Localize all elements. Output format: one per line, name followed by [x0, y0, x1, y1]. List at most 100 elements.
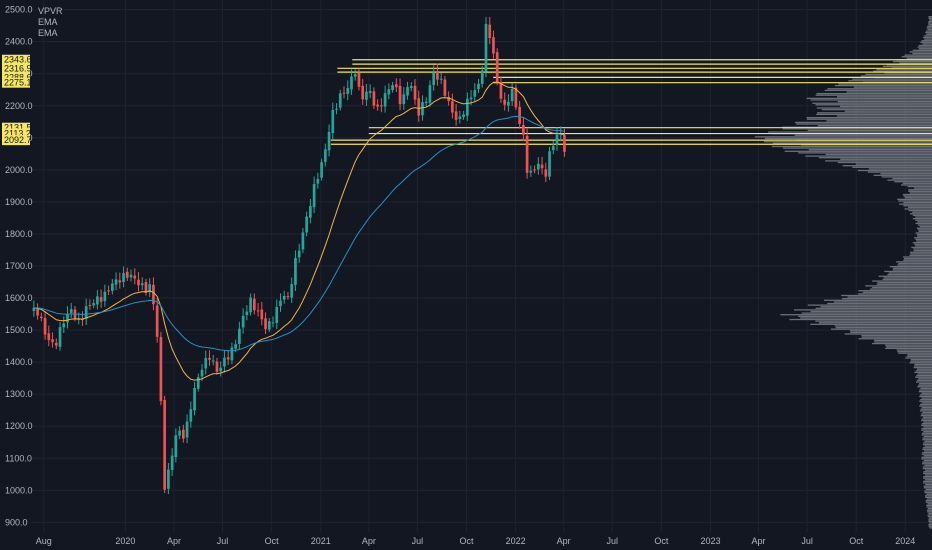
- candle-body: [118, 280, 122, 283]
- x-tick-label: 2022: [506, 536, 526, 546]
- volume-profile-bar: [909, 51, 932, 53]
- volume-profile-bar: [915, 219, 932, 221]
- volume-profile-bar: [926, 27, 932, 29]
- x-tick-label: Apr: [362, 536, 376, 546]
- horizontal-levels: [330, 59, 932, 145]
- volume-profile-bar: [922, 451, 932, 454]
- x-tick-label: Apr: [557, 536, 571, 546]
- volume-profile-bar: [927, 511, 932, 513]
- volume-profile-bar: [912, 217, 932, 220]
- indicator-ema-slow[interactable]: EMA: [38, 28, 58, 38]
- volume-profile-bar: [915, 381, 932, 383]
- volume-profile-bar: [922, 447, 932, 449]
- volume-profile-bar: [818, 157, 932, 159]
- candle-body: [69, 309, 73, 313]
- indicator-ema-fast[interactable]: EMA: [38, 17, 58, 27]
- volume-profile-bar: [921, 434, 932, 436]
- y-tick-label: 1100.0: [5, 453, 32, 463]
- volume-profile-bar: [886, 64, 932, 66]
- volume-profile-bar: [921, 429, 932, 431]
- y-tick-label: 2000.0: [5, 165, 33, 175]
- volume-profile-bar: [916, 240, 932, 242]
- volume-profile-bar: [872, 342, 932, 345]
- volume-profile-bar: [837, 161, 932, 164]
- volume-profile-bar: [909, 254, 932, 257]
- volume-profile-bar: [929, 522, 932, 524]
- candle-body: [215, 361, 219, 372]
- candle-body: [342, 92, 346, 94]
- volume-profile-bar: [904, 54, 932, 56]
- volume-profile-bar: [892, 177, 932, 180]
- candle-body: [383, 93, 387, 107]
- volume-profile-bar: [873, 70, 932, 72]
- volume-profile-bar: [923, 485, 932, 487]
- level-badge-label: 2092.7: [4, 135, 32, 145]
- volume-profile-bar: [929, 527, 932, 529]
- ema-fast-line: [33, 81, 565, 381]
- volume-profile-bar: [915, 232, 932, 234]
- x-tick-label: Aug: [36, 536, 52, 546]
- volume-profile-bar: [844, 333, 932, 335]
- candle-body: [84, 306, 88, 320]
- volume-profile-bar: [889, 266, 932, 268]
- volume-profile-bar: [841, 294, 932, 297]
- volume-profile-bar: [887, 179, 932, 181]
- volume-profile-bar: [878, 275, 932, 277]
- volume-profile-bar: [818, 322, 932, 324]
- candle-body: [167, 469, 170, 489]
- volume-profile-bar: [927, 515, 932, 518]
- volume-profile-bar: [768, 131, 932, 133]
- candle-body: [290, 284, 294, 298]
- volume-profile-bar: [883, 277, 932, 279]
- volume-profile-bar: [916, 379, 932, 382]
- volume-profile-bar: [923, 459, 932, 462]
- volume-profile-bar: [888, 272, 932, 274]
- volume-profile-bar: [928, 519, 932, 521]
- volume-profile-bar: [808, 149, 932, 151]
- candle-body: [226, 357, 230, 360]
- candle-body: [555, 134, 559, 146]
- volume-profile-bar: [920, 387, 932, 390]
- y-tick-label: 1900.0: [5, 197, 33, 207]
- volume-profile-bar: [914, 187, 932, 189]
- volume-profile-bar: [782, 147, 932, 149]
- volume-profile-bar: [796, 123, 932, 125]
- time-axis[interactable]: Aug 2020 Apr Jul Oct 2021 Apr Jul Oct 2022 Apr Jul O…: [36, 536, 916, 546]
- x-tick-label: Jul: [217, 536, 229, 546]
- volume-profile-bar: [927, 503, 932, 505]
- level-badge: [2, 54, 30, 65]
- volume-profile-bar: [821, 108, 932, 111]
- y-tick-label: 2400.0: [5, 37, 33, 47]
- volume-profile-bar: [919, 389, 932, 391]
- volume-profile-bar: [816, 107, 932, 109]
- volume-profile-bar: [848, 80, 932, 82]
- volume-profile-bar: [902, 182, 932, 184]
- volume-profile-bar: [921, 40, 932, 42]
- candlesticks: [32, 16, 566, 495]
- volume-profile-bar: [896, 261, 932, 263]
- volume-profile-bar: [915, 222, 932, 225]
- candle-body: [353, 74, 357, 77]
- volume-profile-bar: [877, 282, 932, 284]
- candle-body: [406, 87, 409, 96]
- volume-profile-bar: [846, 91, 932, 93]
- candle-body: [507, 101, 510, 106]
- volume-profile-bar: [925, 499, 932, 502]
- level-badge-label: 2275.1: [4, 78, 32, 88]
- volume-profile-bar: [921, 418, 932, 420]
- volume-profile-bar: [926, 506, 932, 508]
- candle-body: [559, 133, 563, 136]
- candle-body: [297, 250, 301, 258]
- volume-profile-bar: [810, 323, 932, 325]
- candle-body: [548, 151, 551, 177]
- volume-profile-bar: [897, 198, 932, 201]
- candle-body: [103, 291, 107, 302]
- x-tick-label: 2023: [700, 536, 720, 546]
- volume-profile-bar: [897, 350, 932, 353]
- indicator-vpvr[interactable]: VPVR: [38, 6, 63, 16]
- volume-profile-bar: [920, 41, 932, 43]
- candle-body: [361, 85, 365, 100]
- volume-profile-bar: [922, 461, 932, 463]
- candle-body: [447, 96, 450, 102]
